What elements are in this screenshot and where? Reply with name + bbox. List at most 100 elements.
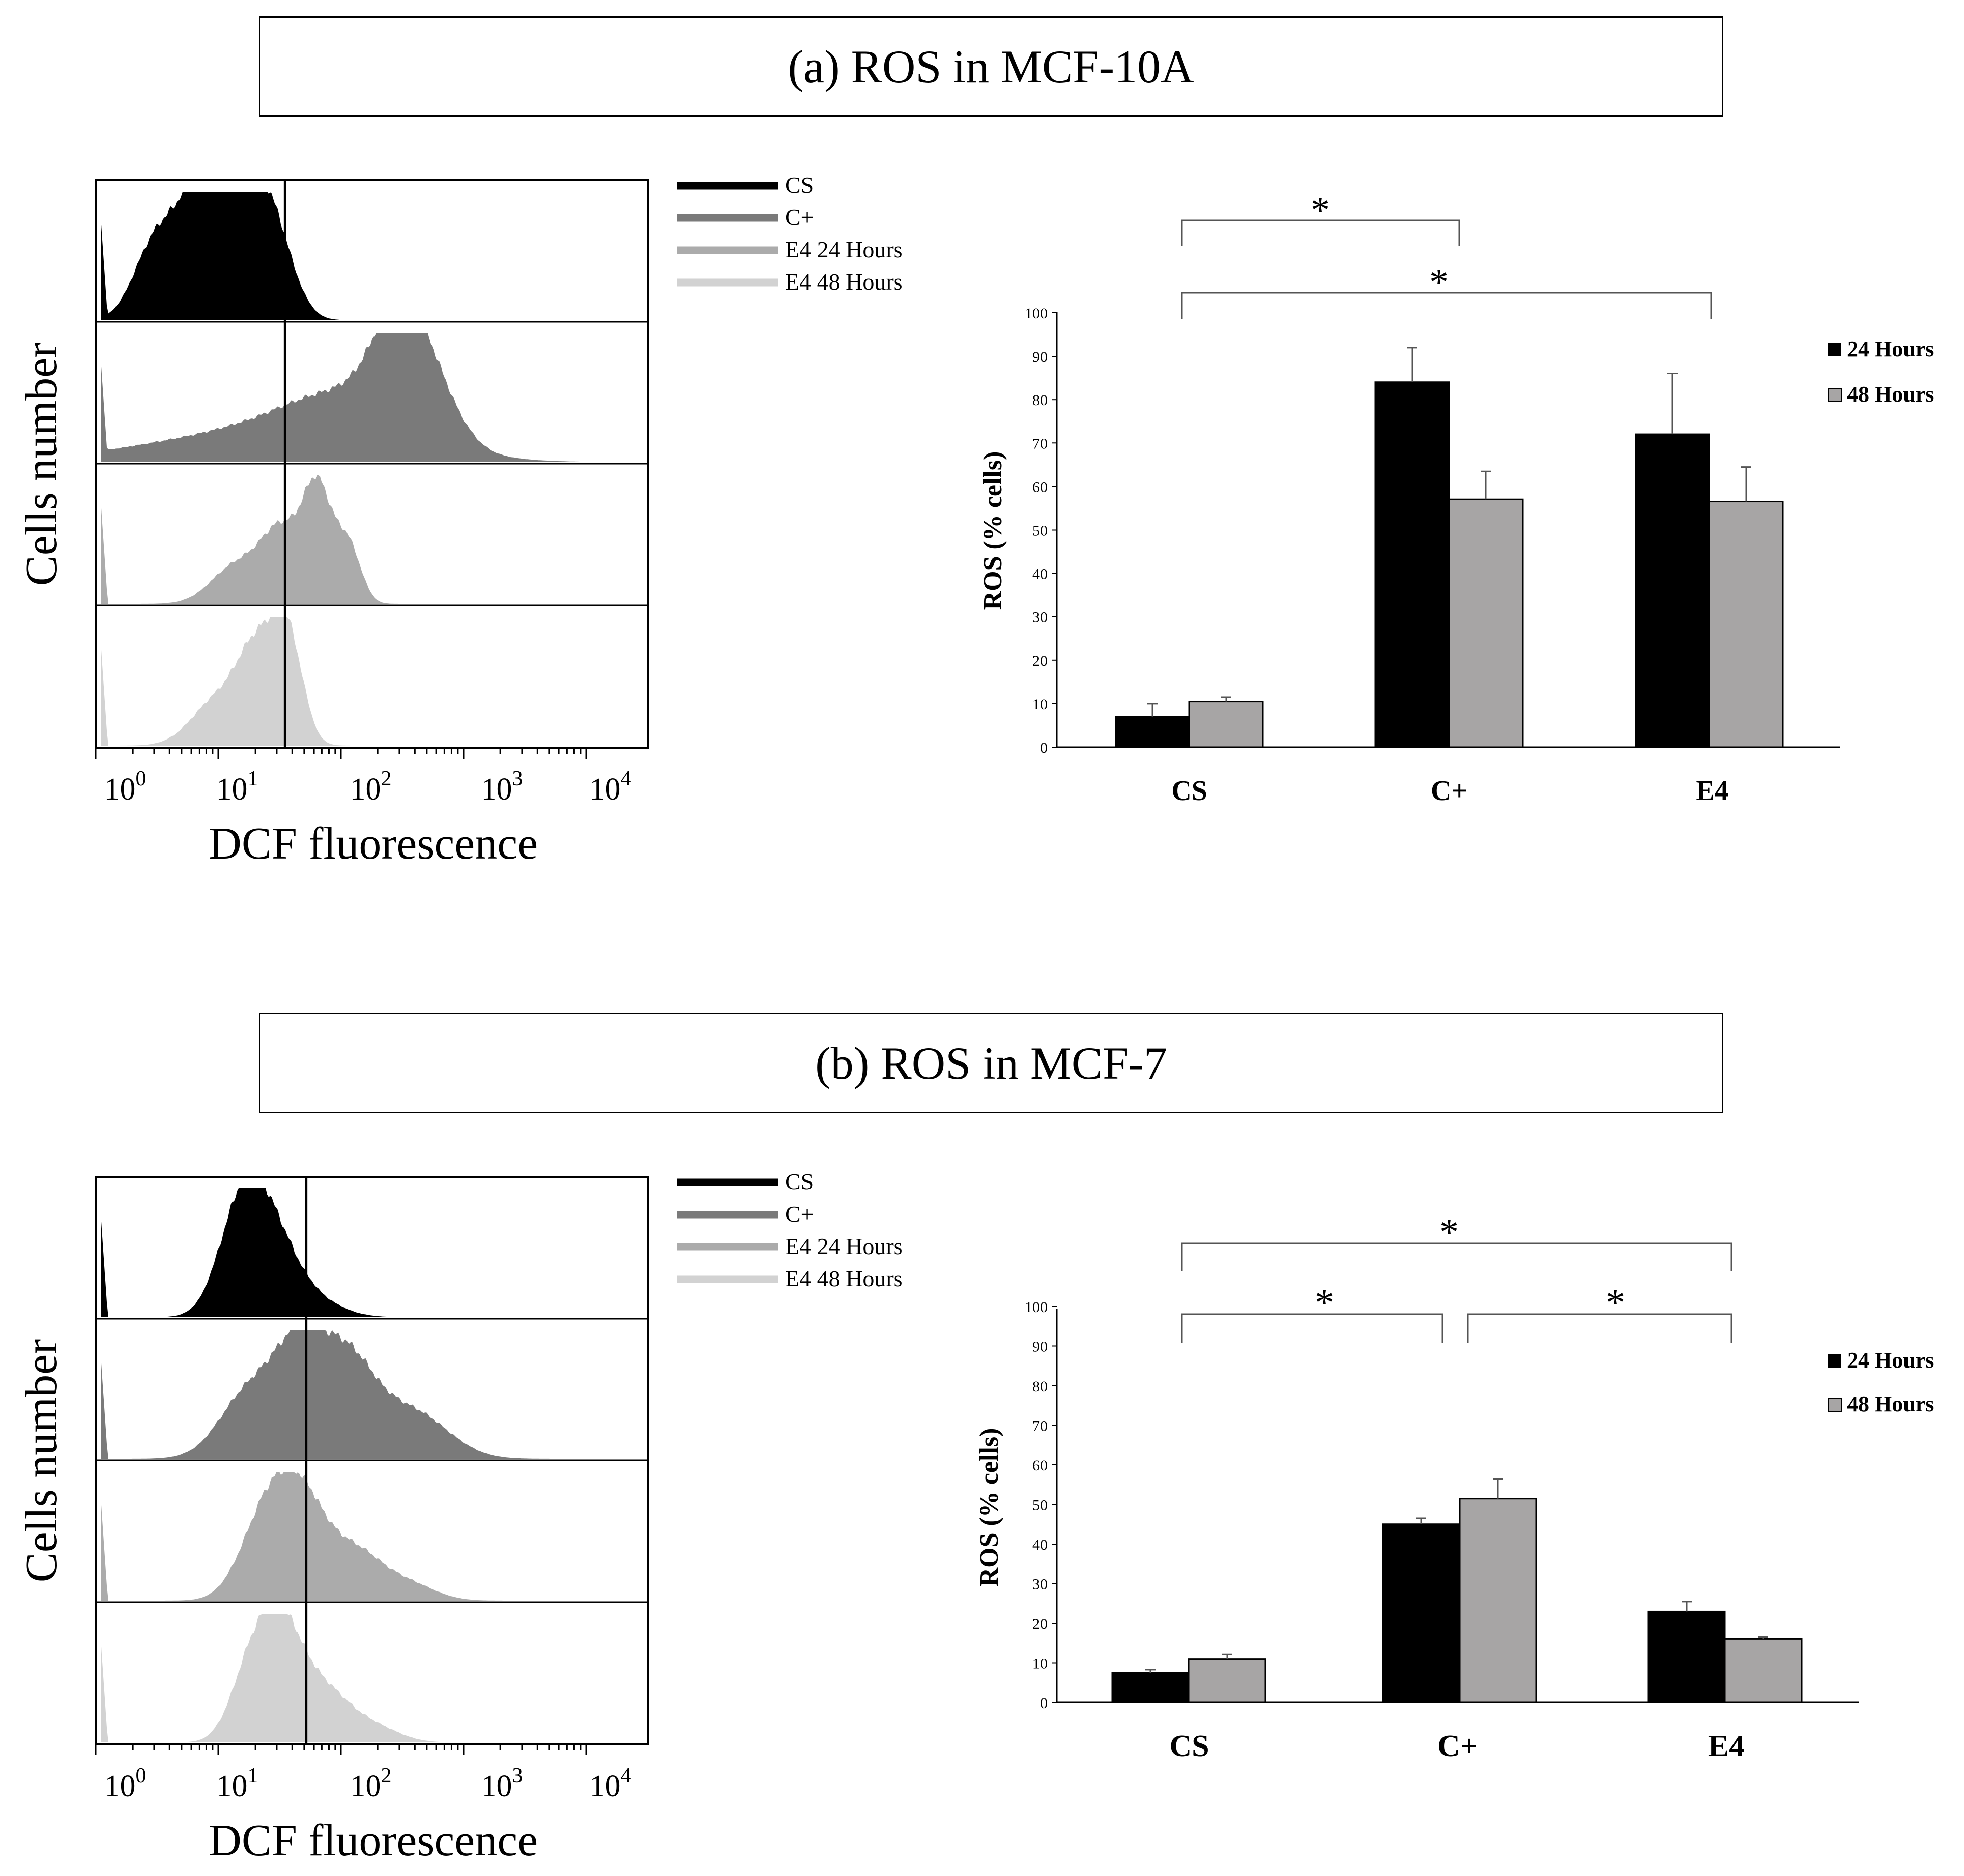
y-tick-label: 80 [1032, 1378, 1048, 1395]
y-tick-label: 60 [1032, 1457, 1048, 1474]
y-tick-label: 40 [1032, 566, 1048, 583]
bar-chart-legend: 24 Hours 48 Hours [1828, 336, 1934, 407]
significance-bracket-cs-e4 [1181, 1242, 1732, 1271]
legend-label-24h: 24 Hours [1847, 1348, 1934, 1373]
y-tick-label: 50 [1032, 523, 1048, 539]
bar-48h [1448, 498, 1524, 748]
y-tick-label: 10 [1032, 696, 1048, 713]
y-tick-label: 20 [1032, 653, 1048, 669]
y-tick-label: 10 [1032, 1656, 1048, 1672]
bar-chart-category-label: E4 [1708, 1729, 1745, 1764]
histogram-curve-e4-48h [101, 1614, 648, 1742]
histogram-tick-label: 103 [481, 1764, 523, 1803]
bar-chart-category-label: C+ [1431, 775, 1467, 807]
significance-star: * [1606, 1282, 1625, 1324]
bar-24h [1374, 381, 1450, 748]
histogram-minor-ticks [95, 1744, 587, 1755]
significance-star: * [1429, 261, 1449, 304]
significance-brackets [1181, 1242, 1732, 1343]
histogram-legend: CS C+ E4 24 Hours E4 48 Hours [677, 1169, 903, 1291]
y-tick-label: 60 [1032, 479, 1048, 495]
significance-bracket-cs-cplus [1181, 1313, 1443, 1343]
panel-a-histogram: 100 101 102 103 104 DCF fluorescence Cel… [17, 172, 903, 869]
significance-bracket-cplus-e4 [1467, 1313, 1732, 1343]
y-tick-label: 0 [1040, 1695, 1048, 1712]
histogram-curve-cs [101, 192, 648, 320]
legend-label-e4-48h: E4 48 Hours [785, 269, 903, 295]
panel-a-title: (a) ROS in MCF-10A [259, 16, 1723, 117]
histogram-minor-ticks [95, 748, 587, 759]
legend-label-24h: 24 Hours [1847, 336, 1934, 361]
bar-24h [1647, 1610, 1726, 1703]
bar-chart-bars [1052, 1306, 1803, 1703]
legend-label-c-plus: C+ [785, 204, 814, 230]
significance-star: * [1315, 1282, 1334, 1324]
bar-24h [1115, 716, 1190, 748]
legend-label-e4-48h: E4 48 Hours [785, 1266, 903, 1291]
histogram-tick-label: 101 [216, 767, 258, 807]
panel-a-title-text: (a) ROS in MCF-10A [788, 40, 1194, 92]
histogram-tick-label: 104 [590, 1764, 631, 1803]
histogram-curve-cs [101, 1188, 648, 1317]
y-tick-label: 100 [1025, 305, 1048, 322]
legend-label-e4-24h: E4 24 Hours [785, 1233, 903, 1259]
legend-label-cs: CS [785, 172, 814, 198]
legend-label-cs: CS [785, 1169, 814, 1195]
histogram-tick-label: 100 [104, 1764, 146, 1803]
y-tick-label: 90 [1032, 1339, 1048, 1355]
panel-b-histogram: 100 101 102 103 104 DCF fluorescence Cel… [17, 1169, 903, 1865]
histogram-curve-e4-24h [101, 1472, 648, 1601]
panel-b-bar-chart: 0 10 20 30 40 50 60 70 80 90 100 CS C+ E… [975, 1211, 1934, 1764]
significance-brackets [1181, 219, 1712, 319]
bar-chart-legend: 24 Hours 48 Hours [1828, 1348, 1934, 1416]
bar-chart-category-label: E4 [1696, 775, 1728, 807]
histogram-tick-label: 101 [216, 1764, 258, 1803]
panel-b-title-text: (b) ROS in MCF-7 [815, 1037, 1167, 1089]
y-tick-label: 20 [1032, 1616, 1048, 1632]
legend-label-c-plus: C+ [785, 1201, 814, 1227]
legend-swatch-48h [1828, 1398, 1842, 1412]
bar-48h [1188, 1658, 1266, 1703]
histogram-curve-c-plus [101, 333, 648, 462]
histogram-tick-label: 102 [350, 1764, 392, 1803]
bar-48h [1188, 701, 1264, 748]
y-tick-label: 100 [1025, 1299, 1048, 1316]
bar-24h [1382, 1523, 1461, 1703]
histogram-legend: CS C+ E4 24 Hours E4 48 Hours [677, 172, 903, 295]
significance-bracket-cs-cplus [1181, 219, 1460, 246]
y-tick-label: 90 [1032, 349, 1048, 365]
significance-star: * [1311, 189, 1330, 232]
bar-chart-y-ticks: 0 10 20 30 40 50 60 70 80 90 100 [1025, 305, 1048, 756]
significance-bracket-cs-e4 [1181, 292, 1712, 319]
y-tick-label: 30 [1032, 1576, 1048, 1593]
legend-label-e4-24h: E4 24 Hours [785, 237, 903, 262]
histogram-curve-e4-24h [101, 475, 648, 604]
histogram-y-axis-label: Cells number [17, 1339, 67, 1582]
bar-48h [1708, 501, 1784, 748]
histogram-curve-e4-48h [101, 617, 648, 746]
histogram-y-axis-label: Cells number [17, 343, 67, 586]
histogram-x-axis-label: DCF fluorescence [209, 819, 538, 869]
legend-swatch-24h [1828, 1354, 1841, 1368]
bar-48h [1724, 1638, 1803, 1703]
bar-chart-y-axis-label: ROS (% cells) [975, 1428, 1004, 1587]
legend-label-48h: 48 Hours [1847, 382, 1934, 407]
y-tick-label: 30 [1032, 609, 1048, 626]
y-tick-label: 80 [1032, 392, 1048, 409]
legend-label-48h: 48 Hours [1847, 1392, 1934, 1416]
histogram-tick-label: 100 [104, 767, 146, 807]
bar-chart-y-ticks: 0 10 20 30 40 50 60 70 80 90 100 [1025, 1299, 1048, 1712]
legend-swatch-24h [1828, 343, 1841, 356]
y-tick-label: 50 [1032, 1497, 1048, 1514]
bar-chart-category-label: CS [1169, 1729, 1209, 1764]
y-tick-label: 40 [1032, 1537, 1048, 1553]
bar-chart-category-label: C+ [1437, 1729, 1478, 1764]
bar-chart-y-axis-label: ROS (% cells) [978, 451, 1007, 610]
histogram-tick-label: 103 [481, 767, 523, 807]
histogram-curve-c-plus [101, 1330, 648, 1459]
y-tick-label: 0 [1040, 740, 1048, 756]
legend-swatch-48h [1828, 388, 1842, 402]
histogram-tick-label: 104 [590, 767, 631, 807]
y-tick-label: 70 [1032, 1418, 1048, 1435]
